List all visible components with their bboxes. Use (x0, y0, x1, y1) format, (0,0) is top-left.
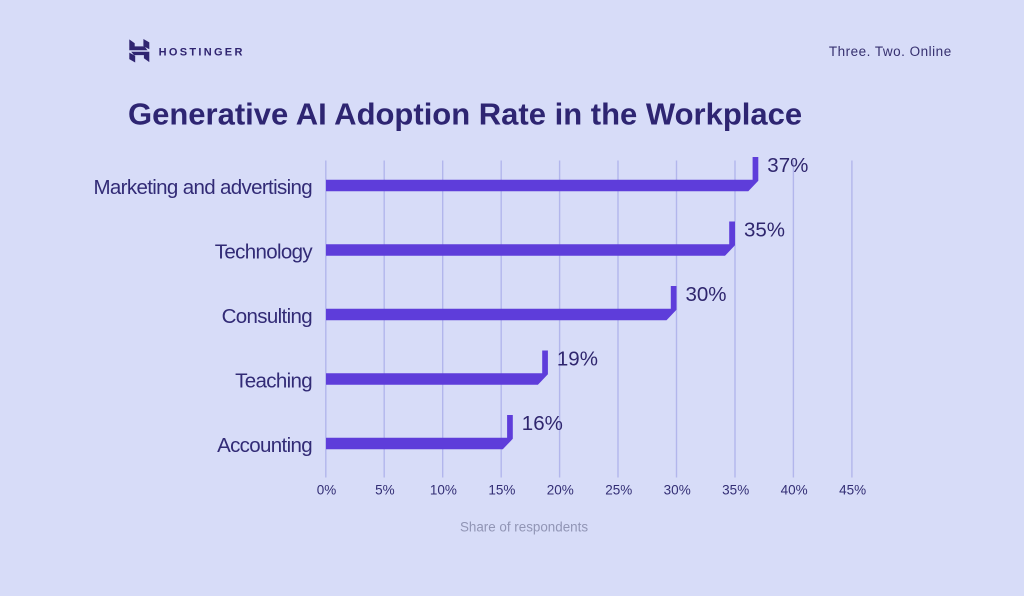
svg-text:Generative AI Adoption Rate in: Generative AI Adoption Rate in the Workp… (128, 97, 802, 132)
svg-text:20%: 20% (547, 483, 574, 498)
svg-text:35%: 35% (722, 483, 749, 498)
svg-text:Teaching: Teaching (235, 369, 312, 392)
svg-text:10%: 10% (430, 483, 457, 498)
svg-text:Technology: Technology (215, 240, 314, 263)
svg-text:16%: 16% (522, 412, 563, 435)
svg-text:35%: 35% (744, 219, 785, 242)
svg-text:Consulting: Consulting (222, 305, 313, 328)
svg-text:19%: 19% (557, 348, 598, 371)
svg-text:Marketing and advertising: Marketing and advertising (94, 176, 313, 199)
svg-text:30%: 30% (664, 483, 691, 498)
svg-text:25%: 25% (605, 483, 632, 498)
svg-text:0%: 0% (317, 483, 337, 498)
svg-text:Three. Two. Online: Three. Two. Online (829, 44, 952, 59)
svg-text:45%: 45% (839, 483, 866, 498)
svg-text:Share of respondents: Share of respondents (460, 519, 588, 534)
svg-text:15%: 15% (488, 483, 515, 498)
svg-text:37%: 37% (767, 154, 808, 177)
svg-text:Accounting: Accounting (217, 434, 312, 457)
svg-text:5%: 5% (375, 483, 395, 498)
svg-text:40%: 40% (781, 483, 808, 498)
svg-text:HOSTINGER: HOSTINGER (159, 46, 245, 58)
svg-text:30%: 30% (686, 283, 727, 306)
